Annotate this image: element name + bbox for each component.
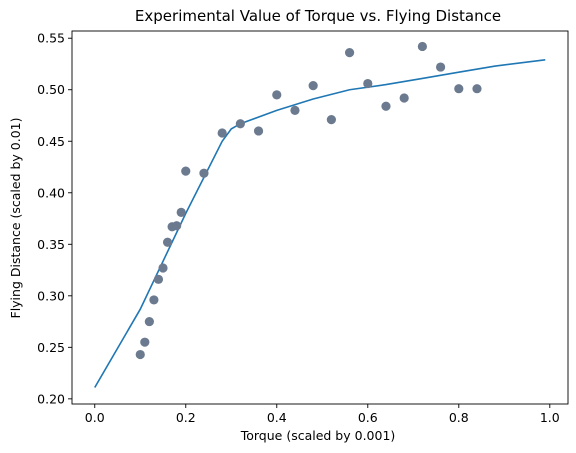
y-tick-label: 0.20 [37,391,65,406]
x-tick-label: 0.6 [358,410,378,425]
data-point [435,62,446,72]
y-tick-label: 0.45 [37,134,65,149]
y-axis-label: Flying Distance (scaled by 0.01) [8,117,23,318]
plot-content [94,41,546,388]
data-point [472,84,482,94]
data-point [217,128,227,138]
data-point [144,316,154,327]
y-tick-label: 0.50 [37,82,65,97]
chart-title: Experimental Value of Torque vs. Flying … [135,7,501,25]
data-point [399,93,409,103]
data-point [176,207,186,217]
data-point [326,115,336,125]
y-tick-label: 0.40 [37,185,65,200]
data-point [381,101,391,111]
data-point [149,295,159,305]
data-point [417,41,427,52]
data-point [181,166,191,176]
fit-line [94,59,546,388]
x-tick-label: 0.2 [176,410,196,425]
axis-ticks: 0.0 0.2 0.4 0.6 0.8 1.0 0.20 0.25 0.30 0.35 0.40 0.… [37,31,560,425]
data-point [158,263,168,273]
data-point [199,168,209,178]
data-point [172,221,182,231]
data-point [344,48,355,58]
x-tick-label: 0.4 [267,410,287,425]
y-tick-label: 0.30 [37,288,65,303]
data-point [363,78,373,89]
data-point [308,81,318,91]
data-point [454,84,464,94]
data-point [235,119,245,129]
data-point [153,274,164,284]
data-point [272,90,282,100]
x-tick-label: 0.8 [449,410,469,425]
data-point [290,105,300,115]
x-axis-label: Torque (scaled by 0.001) [240,428,396,443]
y-tick-label: 0.55 [37,31,65,46]
x-tick-label: 1.0 [540,410,560,425]
y-tick-label: 0.35 [37,237,65,252]
data-point [162,237,173,247]
y-tick-label: 0.25 [37,340,65,355]
data-point [140,337,150,347]
x-tick-label: 0.0 [85,410,105,425]
data-point [253,126,264,136]
data-point [135,349,145,360]
plot-frame [71,30,569,405]
